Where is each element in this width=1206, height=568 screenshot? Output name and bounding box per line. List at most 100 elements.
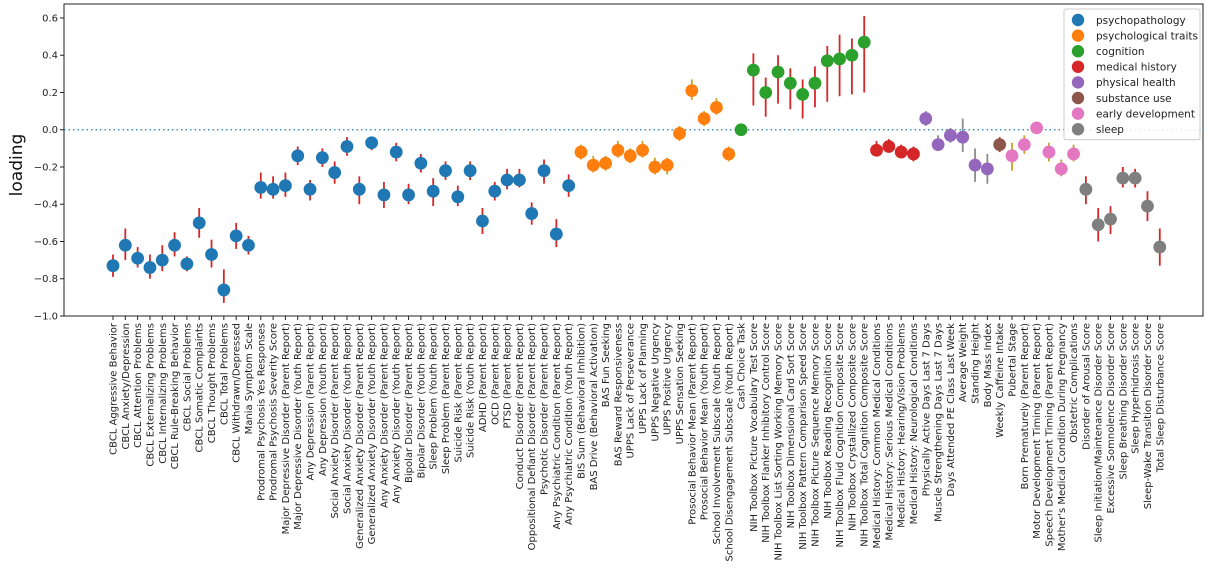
data-point [1104,212,1117,226]
data-point [168,238,181,252]
data-point [833,52,846,66]
data-point [722,147,736,161]
data-point [131,251,145,265]
category-label: Average Weight [958,323,969,402]
data-point [291,149,305,163]
y-tick-label: −0.8 [34,274,58,285]
data-point [710,100,723,114]
data-point [1054,162,1068,176]
data-point [242,238,255,252]
error-bars [112,16,1161,303]
category-label: NIH Toolbox Reading Recognition Score [823,323,834,519]
data-point [673,127,686,140]
category-label: Major Depressive Disorder (Parent Report… [281,323,292,534]
data-point [894,145,908,159]
data-point [734,123,748,137]
data-point [315,151,329,165]
legend-entry: cognition [1096,46,1145,58]
y-tick-label: 0.4 [42,51,58,62]
category-label: Sleep Problem (Youth Report) [429,323,440,470]
category-label: PTSD (Parent Report) [503,323,514,429]
category-label: Social Anxiety Disorder (Youth Report) [342,323,353,514]
category-label: Suicide Risk (Parent Report) [453,323,464,463]
category-label: Any Psychiatric Condition (Youth Report) [564,323,575,525]
data-point [562,179,576,193]
data-point [574,145,588,159]
category-label: CBCL Rule-Breaking Behavior [170,322,181,469]
data-point [993,138,1007,152]
y-tick-label: −1.0 [34,312,58,323]
data-point [771,65,785,79]
legend-entry: sleep [1096,124,1124,136]
data-point [1067,147,1080,161]
category-label: Any Psychiatric Condition (Parent Report… [552,323,563,530]
axes: −1.0 −0.8 −0.6 −0.4 −0.2 0.0 0.2 0.4 0.6 [34,3,1204,323]
data-point [451,190,465,204]
category-label: CBCL Withdrawn/Depressed [232,323,243,463]
legend-marker [1071,107,1085,120]
data-point [463,164,477,178]
legend-entry: early development [1096,108,1195,120]
category-label: NIH Toolbox List Sorting Working Memory … [774,323,785,560]
category-label: NIH Toolbox Picture Sequence Memory Scor… [810,323,821,547]
data-point [205,248,218,261]
data-point [820,54,834,68]
data-point [796,87,810,101]
category-label: Total Sleep Disturbance Score [1155,323,1166,473]
category-label: NIH Toolbox Dimensional Card Sort Score [786,323,797,528]
data-point [476,214,489,228]
y-tick-label: −0.4 [34,200,58,211]
category-label: Mania Symptom Scale [244,323,255,434]
category-label: CBCL Externalizing Problems [145,323,156,467]
category-label: Any Depression (Parent Report) [306,323,317,481]
category-label: Obstetric Complications [1069,323,1080,443]
category-label: BAS Reward Responsiveness [613,323,624,466]
category-label: Body Mass Index [983,323,994,407]
legend-entry: physical health [1096,77,1176,89]
category-label: Motor Development Timing (Parent Report) [1032,323,1043,539]
data-point [426,184,440,198]
data-point [1042,145,1056,159]
y-tick-label: 0.2 [42,88,58,99]
category-label: UPPS Sensation Seeking [675,323,686,444]
category-label: School Involvement Subscale (Youth Repor… [712,323,723,545]
category-label: Social Anxiety Disorder (Parent Report) [330,323,341,519]
category-label: Disorder of Arousal Score [1081,323,1092,450]
data-point [352,182,366,196]
data-point [414,156,428,170]
category-label: CBCL Anxiety/Depression [121,323,132,450]
category-label: NIH Toolbox Total Cognition Composite Sc… [860,323,871,547]
legend-entry: medical history [1096,62,1177,74]
category-label: Sleep Problem (Parent Report) [441,323,452,474]
data-point [968,158,982,172]
data-point [1017,138,1031,152]
category-label: Sleep Initiation/Maintenance Disorder Sc… [1094,323,1105,543]
category-label: Cash Choice Task [737,323,748,410]
category-label: Conduct Disorder (Parent Report) [515,323,526,489]
category-label: Prosocial Behavior Mean (Youth Report) [700,323,711,520]
legend-marker [1071,123,1085,136]
y-tick-label: 0.6 [42,13,58,24]
category-label: Bipolar Disorder (Parent Report) [404,323,415,483]
y-tick-label: −0.6 [34,237,58,248]
data-point [279,179,292,193]
legend-marker [1071,60,1085,73]
data-point [192,216,206,230]
data-point [944,128,957,142]
category-label: Any Anxiety Disorder (Parent Report) [379,323,390,508]
legend-marker [1071,29,1085,42]
data-point [919,112,933,125]
category-labels: CBCL Aggressive Behavior CBCL Anxiety/Dep… [109,316,1166,562]
data-point [1141,199,1154,213]
data-point [340,140,354,153]
data-point [882,140,896,153]
category-label: School Disengagement Subscale (Youth Rep… [724,323,735,562]
data-point [870,143,883,157]
category-label: NIH Toolbox Crystallized Composite Score [847,323,858,531]
category-label: Physically Active Days Last 7 Days [921,323,932,496]
legend-box [1063,8,1201,141]
category-label: Weekly Caffeine Intake [995,323,1006,438]
category-label: NIH Toolbox Flanker Inhibitory Control S… [761,323,772,543]
data-point [500,173,514,187]
